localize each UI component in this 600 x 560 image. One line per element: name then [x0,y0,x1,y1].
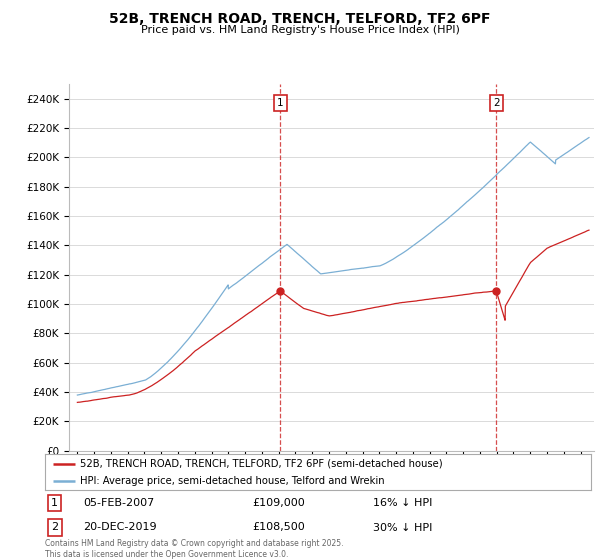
Text: 05-FEB-2007: 05-FEB-2007 [83,498,154,508]
Text: 16% ↓ HPI: 16% ↓ HPI [373,498,432,508]
Text: Contains HM Land Registry data © Crown copyright and database right 2025.
This d: Contains HM Land Registry data © Crown c… [45,539,343,559]
Text: 1: 1 [52,498,58,508]
Text: 52B, TRENCH ROAD, TRENCH, TELFORD, TF2 6PF: 52B, TRENCH ROAD, TRENCH, TELFORD, TF2 6… [109,12,491,26]
Text: 1: 1 [277,98,283,108]
Text: 2: 2 [51,522,58,533]
Text: 2: 2 [493,98,500,108]
Text: Price paid vs. HM Land Registry's House Price Index (HPI): Price paid vs. HM Land Registry's House … [140,25,460,35]
Text: 52B, TRENCH ROAD, TRENCH, TELFORD, TF2 6PF (semi-detached house): 52B, TRENCH ROAD, TRENCH, TELFORD, TF2 6… [80,459,443,469]
Text: 30% ↓ HPI: 30% ↓ HPI [373,522,432,533]
Text: HPI: Average price, semi-detached house, Telford and Wrekin: HPI: Average price, semi-detached house,… [80,476,385,486]
Text: 20-DEC-2019: 20-DEC-2019 [83,522,157,533]
Text: £108,500: £108,500 [253,522,305,533]
Text: £109,000: £109,000 [253,498,305,508]
